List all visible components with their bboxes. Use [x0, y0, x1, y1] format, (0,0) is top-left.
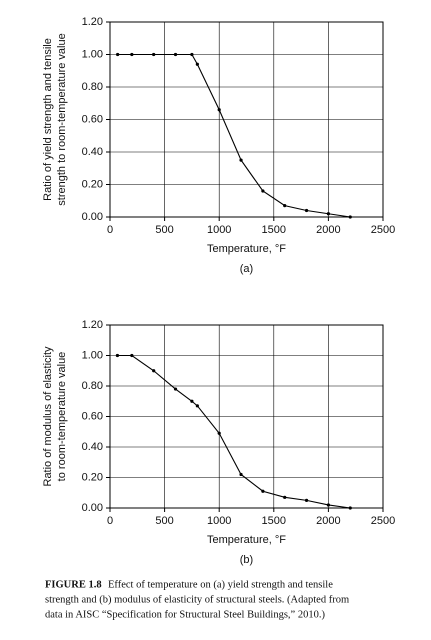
- data-point: [348, 215, 352, 219]
- y-axis-title: strength to room-temperature value: [56, 33, 68, 205]
- data-point: [261, 489, 265, 493]
- x-tick-label: 1000: [207, 224, 231, 236]
- x-tick-label: 2000: [316, 224, 340, 236]
- data-point: [261, 189, 265, 193]
- y-tick-label: 0.60: [82, 410, 103, 422]
- data-point: [173, 52, 178, 57]
- y-axis-title: Ratio of yield strength and tensile: [42, 38, 54, 201]
- x-tick-label: 500: [155, 224, 173, 236]
- y-tick-label: 1.20: [82, 16, 103, 28]
- caption-label: FIGURE 1.8: [45, 579, 102, 590]
- x-axis-title: Temperature, °F: [207, 534, 286, 546]
- x-tick-label: 1000: [207, 515, 231, 527]
- data-point: [173, 387, 178, 391]
- y-tick-label: 1.00: [82, 349, 103, 361]
- data-point: [195, 404, 199, 408]
- x-tick-label: 2500: [371, 224, 395, 236]
- y-tick-label: 1.00: [82, 48, 103, 60]
- data-point: [326, 212, 330, 216]
- caption-line: Effect of temperature on (a) yield stren…: [108, 579, 333, 590]
- y-tick-label: 0.60: [82, 113, 103, 125]
- y-tick-label: 0.00: [82, 211, 103, 223]
- data-point: [239, 472, 243, 477]
- x-tick-label: 1500: [262, 515, 286, 527]
- y-tick-label: 0.00: [82, 502, 103, 514]
- x-axis-title: Temperature, °F: [207, 243, 286, 255]
- data-point: [283, 495, 287, 499]
- data-point: [130, 353, 134, 358]
- y-tick-label: 0.20: [82, 471, 103, 483]
- plot-frame: [109, 21, 384, 218]
- data-point: [217, 108, 221, 112]
- x-tick-label: 2000: [316, 515, 340, 527]
- y-tick-label: 0.40: [82, 146, 103, 158]
- data-point: [239, 158, 243, 162]
- data-point: [130, 52, 134, 57]
- data-point: [283, 204, 287, 208]
- caption-line: data in AISC “Specification for Structur…: [45, 609, 325, 620]
- y-tick-label: 0.80: [82, 380, 103, 392]
- x-tick-label: 1500: [262, 224, 286, 236]
- data-point: [115, 353, 120, 358]
- caption-line: strength and (b) modulus of elasticity o…: [45, 594, 349, 605]
- y-tick-label: 0.40: [82, 441, 103, 453]
- data-line: [117, 53, 351, 218]
- data-point: [326, 503, 330, 507]
- data-point: [348, 506, 352, 510]
- data-point: [190, 399, 194, 403]
- y-tick-label: 1.20: [82, 319, 103, 331]
- x-tick-label: 0: [107, 224, 113, 236]
- data-point: [304, 208, 309, 213]
- plot-frame: [109, 324, 384, 509]
- y-tick-label: 0.20: [82, 178, 103, 190]
- data-point: [304, 498, 309, 502]
- data-line: [117, 354, 351, 509]
- panel-label: (a): [240, 263, 253, 275]
- data-point: [217, 431, 221, 435]
- data-point: [195, 62, 199, 66]
- panel-label: (b): [240, 554, 253, 566]
- x-tick-label: 2500: [371, 515, 395, 527]
- y-axis-title: to room-temperature value: [56, 352, 68, 482]
- data-point: [190, 52, 194, 57]
- x-tick-label: 0: [107, 515, 113, 527]
- data-point: [152, 52, 156, 57]
- y-axis-title: Ratio of modulus of elasticity: [42, 346, 54, 487]
- x-tick-label: 500: [155, 515, 173, 527]
- y-tick-label: 0.80: [82, 81, 103, 93]
- data-point: [152, 369, 156, 373]
- data-point: [116, 52, 120, 57]
